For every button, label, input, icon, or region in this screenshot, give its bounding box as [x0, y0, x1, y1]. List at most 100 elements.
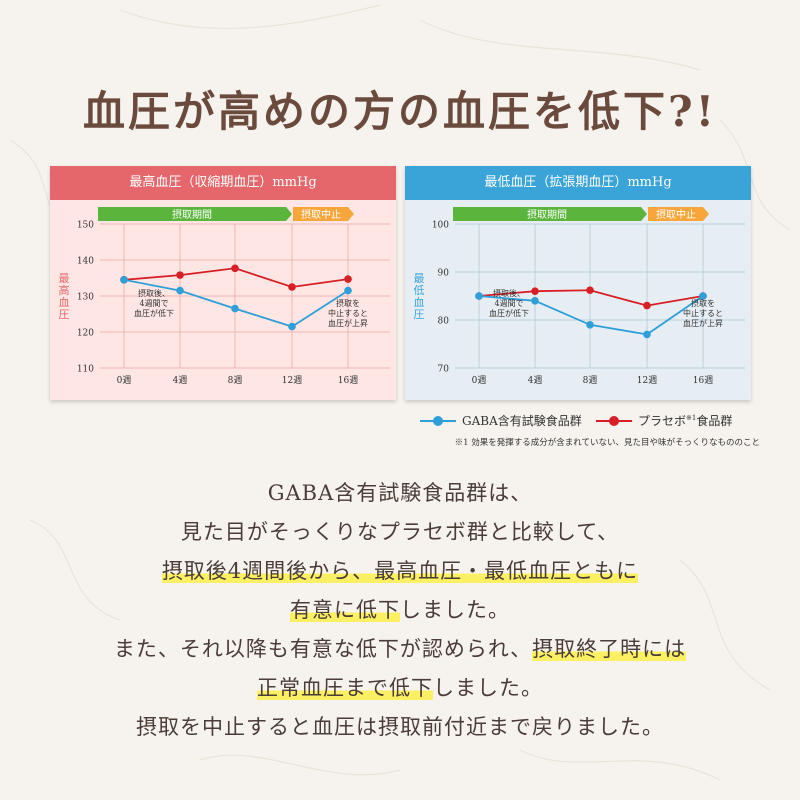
- annotation-line: 摂取後、: [138, 288, 170, 298]
- annotation-line: 血圧が上昇: [683, 318, 723, 328]
- description-line: また、それ以降も有意な低下が認められ、摂取終了時には: [0, 630, 800, 669]
- y-axis-label-char: 圧: [59, 308, 70, 321]
- phase-intake-arrow: [98, 207, 292, 221]
- x-tick-label: 12週: [637, 375, 657, 386]
- phase-stop-arrow: [293, 207, 354, 221]
- y-tick-label: 70: [438, 365, 450, 375]
- text-segment: しました。: [433, 676, 543, 700]
- gaba-data-point: [288, 322, 296, 331]
- y-tick-label: 150: [77, 221, 94, 231]
- annotation-line: 血圧が低下: [489, 308, 529, 318]
- phase-stop-label: 摂取中止: [301, 208, 341, 221]
- highlighted-text: 有意に低下: [290, 598, 400, 622]
- y-axis-label-char: 最: [414, 272, 425, 285]
- systolic-chart-panel: 最高血圧（収縮期血圧）mmHg 摂取期間 摂取中止 110 120 130 140 150 0…: [50, 166, 396, 400]
- systolic-chart: 摂取期間 摂取中止 110 120 130 140 150 0週 4週 8週 12週 16週 最高血圧 摂…: [59, 207, 390, 386]
- legend-placebo-label-pre: プラセボ: [638, 414, 687, 428]
- legend-placebo-label-post: 食品群: [696, 414, 733, 428]
- y-axis-label-char: 圧: [414, 308, 425, 321]
- systolic-chart-title: 最高血圧（収縮期血圧）mmHg: [50, 166, 396, 200]
- y-tick-label: 120: [77, 329, 94, 339]
- legend-placebo-label: プラセボ※1食品群: [638, 412, 732, 429]
- description-line: GABA含有試験食品群は、: [0, 474, 800, 513]
- x-tick-label: 4週: [173, 375, 188, 386]
- plot-area: [455, 224, 745, 368]
- description-line: 見た目がそっくりなプラセボ群と比較して、: [0, 513, 800, 552]
- description-line: 摂取後4週間後から、最高血圧・最低血圧ともに: [0, 552, 800, 591]
- gaba-data-point: [176, 286, 184, 295]
- footnote: ※1 効果を発揮する成分が含まれていない、見た目や味がそっくりなもののこと: [454, 438, 760, 448]
- annotation-line: 摂取後、: [493, 288, 525, 298]
- gaba-data-point: [231, 304, 239, 313]
- placebo-data-point: [231, 264, 239, 273]
- phase-intake-label: 摂取期間: [527, 208, 567, 221]
- placebo-data-point: [344, 275, 352, 283]
- y-tick-label: 110: [77, 365, 94, 375]
- phase-intake-bar: 摂取期間: [453, 207, 647, 221]
- gaba-data-point: [643, 330, 651, 339]
- y-tick-label: 80: [438, 317, 450, 327]
- highlighted-text: 摂取終了時には: [532, 637, 687, 661]
- chart-legend: GABA含有試験食品群 プラセボ※1食品群: [420, 412, 760, 430]
- page-title: 血圧が高めの方の血圧を低下?!: [82, 87, 718, 136]
- highlighted-text: 摂取後4週間後から、最高血圧・最低血圧ともに: [161, 559, 639, 583]
- y-axis-label-char: 最: [59, 272, 70, 285]
- placebo-data-point: [176, 271, 184, 279]
- phase-stop-arrow: [648, 207, 709, 221]
- annotation-line: 中止すると: [328, 308, 368, 318]
- description-text: GABA含有試験食品群は、見た目がそっくりなプラセボ群と比較して、摂取後4週間後…: [0, 474, 800, 747]
- gaba-data-point: [531, 297, 539, 305]
- legend-placebo: プラセボ※1食品群: [596, 412, 732, 429]
- annotation-line: 4週間で: [139, 299, 168, 308]
- gaba-data-point: [120, 276, 128, 284]
- gaba-data-point: [475, 292, 483, 300]
- phase-intake-label: 摂取期間: [172, 208, 212, 221]
- x-tick-label: 8週: [228, 375, 243, 386]
- annotation-line: 摂取を: [336, 298, 360, 308]
- phase-intake-arrow: [453, 207, 647, 221]
- annotation-line: 血圧が上昇: [328, 318, 368, 328]
- placebo-data-point: [643, 301, 651, 310]
- legend-gaba-marker: [420, 414, 456, 428]
- gaba-data-point: [344, 286, 352, 295]
- annotation-line: 4週間で: [494, 299, 523, 308]
- description-line: 摂取を中止すると血圧は摂取前付近まで戻りました。: [0, 708, 800, 747]
- y-tick-label: 90: [438, 269, 450, 279]
- highlighted-text: 正常血圧まで低下: [257, 676, 433, 700]
- description-line: 正常血圧まで低下しました。: [0, 669, 800, 708]
- legend-gaba: GABA含有試験食品群: [420, 412, 582, 429]
- x-tick-label: 4週: [528, 375, 543, 386]
- y-tick-label: 140: [77, 257, 94, 267]
- legend-placebo-footnote-ref: ※1: [686, 414, 697, 422]
- x-tick-label: 16週: [338, 375, 358, 386]
- phase-intake-bar: 摂取期間: [98, 207, 292, 221]
- y-tick-label: 100: [432, 221, 449, 231]
- placebo-data-point: [288, 283, 296, 291]
- x-tick-label: 16週: [693, 375, 713, 386]
- diastolic-chart: 摂取期間 摂取中止 70 80 90 100 0週 4週 8週 12週 16週 最低血圧 摂取後、4週間…: [414, 207, 745, 386]
- diastolic-chart-panel: 最低血圧（拡張期血圧）mmHg 摂取期間 摂取中止 70 80 90 100 0週 4週 8週 1…: [405, 166, 751, 400]
- gaba-data-point: [586, 321, 594, 329]
- legend-gaba-label: GABA含有試験食品群: [462, 414, 582, 428]
- legend-placebo-marker: [596, 414, 632, 428]
- text-segment: しました。: [400, 598, 510, 622]
- x-tick-label: 8週: [583, 375, 598, 386]
- annotation-line: 摂取を: [691, 298, 715, 308]
- phase-stop-bar: 摂取中止: [293, 207, 354, 221]
- y-axis-label-char: 血: [59, 295, 70, 309]
- y-axis-label-char: 低: [414, 284, 425, 297]
- placebo-data-point: [586, 286, 594, 295]
- phase-stop-bar: 摂取中止: [648, 207, 709, 221]
- y-axis-label-char: 血: [414, 295, 425, 309]
- x-tick-label: 12週: [282, 375, 302, 386]
- y-axis-label-char: 高: [59, 283, 70, 297]
- x-tick-label: 0週: [472, 375, 487, 386]
- placebo-data-point: [531, 287, 539, 295]
- text-segment: GABA含有試験食品群は、: [267, 481, 533, 505]
- annotation-line: 血圧が低下: [134, 308, 174, 318]
- x-tick-label: 0週: [117, 375, 132, 386]
